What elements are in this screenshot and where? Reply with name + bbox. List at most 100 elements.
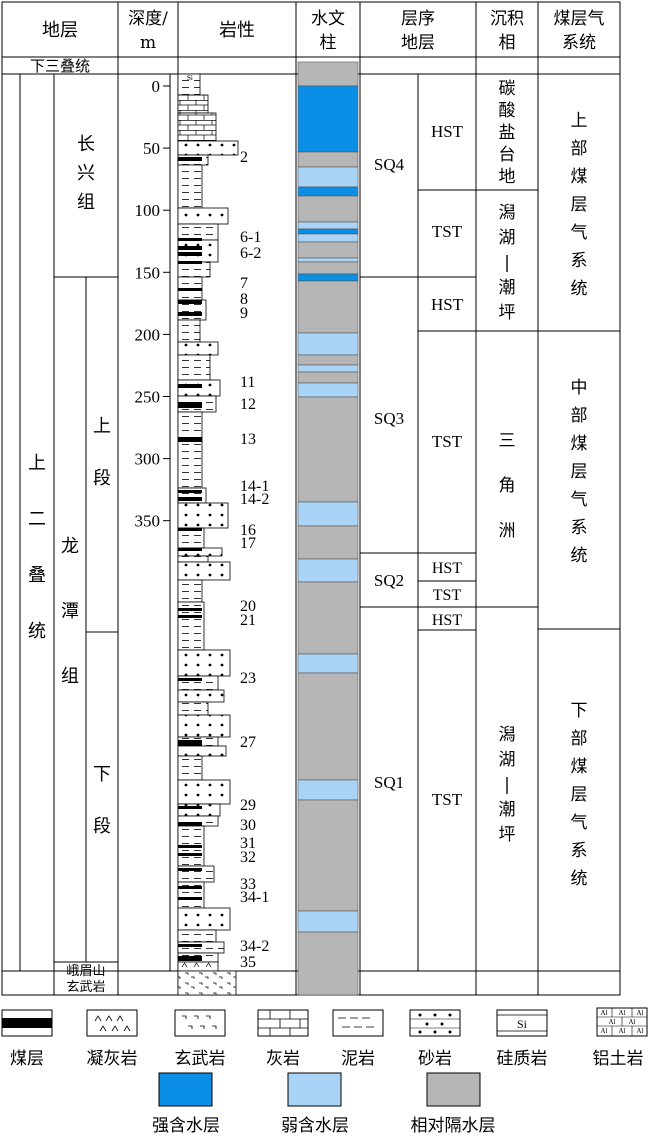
vertical-char: 下: [93, 764, 111, 785]
coal-seam-label: 11: [240, 374, 255, 391]
hydro-band-weak: [297, 382, 359, 398]
vertical-char: 潮: [499, 278, 516, 298]
vertical-char: 煤: [571, 434, 588, 454]
stratum-longtan: 龙潭组: [61, 536, 79, 687]
stratum-changxing: 长兴组: [77, 134, 95, 213]
vertical-char: |: [504, 253, 510, 273]
sequence-sq4-tst: TST: [432, 222, 463, 241]
lithology-band: [177, 555, 209, 563]
hydro-band-aquitard: [297, 799, 359, 912]
legend-coal: 煤层: [1, 1009, 53, 1069]
legend-bauxite-symbol-6: Al: [601, 1027, 608, 1035]
coal-seam-label: 35: [240, 954, 256, 971]
vertical-char: 盐: [499, 123, 516, 143]
hydro-band-aquitard: [297, 396, 359, 503]
coal-seam: [178, 886, 202, 889]
vertical-char: 下: [571, 701, 588, 721]
coal-seam: [178, 157, 202, 161]
lithology-band: [177, 239, 219, 263]
lithology-band: [177, 94, 209, 114]
coal-seam: [178, 238, 202, 241]
coal-seam: [178, 490, 202, 493]
legend-aquitard: 相对隔水层: [411, 1072, 496, 1136]
hydro-band-strong: [297, 228, 359, 235]
hydro-band-weak: [297, 779, 359, 801]
facies-lagoon-tidal-upper: 潟湖 | 潮坪: [499, 203, 516, 323]
coal-seam-label: 6-2: [240, 245, 261, 262]
coal-seam-label: 29: [240, 797, 256, 814]
legend-weak-label: 弱含水层: [281, 1116, 349, 1136]
vertical-char: 部: [571, 406, 588, 426]
sequence-sq2: SQ2: [374, 571, 404, 590]
vertical-char: 上: [28, 453, 46, 474]
coal-seam-label: 27: [240, 734, 256, 751]
coal-seam-label: 13: [240, 431, 256, 448]
legend-bauxite-symbol-5: Al: [629, 1018, 636, 1026]
vertical-char: 长: [77, 134, 95, 155]
coal-seam: [178, 497, 202, 501]
legend-limestone-label: 灰岩: [266, 1049, 300, 1069]
vertical-char: 中: [571, 378, 588, 398]
lithology-band: [177, 745, 227, 757]
lithology-band: [177, 319, 201, 343]
coal-seam: [178, 312, 202, 316]
coal-seam: [178, 402, 202, 408]
header-row: 地层 深度/ m 岩性 水文 柱 层序 地层 沉积 相 煤层气 系统: [42, 9, 605, 53]
hydro-band-weak: [297, 364, 359, 373]
hydro-band-strong: [297, 186, 359, 197]
lithology-band: [177, 411, 203, 441]
vertical-char: 气: [571, 813, 588, 833]
sequence-sq3: SQ3: [374, 409, 404, 428]
sequence-sq2-tst: TST: [433, 587, 462, 604]
vertical-char: 组: [77, 192, 95, 213]
header-sequence-1: 层序: [401, 9, 435, 29]
hydro-band-weak: [297, 233, 359, 243]
vertical-char: 酸: [499, 101, 516, 121]
coal-seam-label: 32: [240, 849, 256, 866]
legend-mudstone: 泥岩: [332, 1009, 384, 1069]
vertical-char: 部: [571, 729, 588, 749]
hydro-band-aquitard: [297, 931, 359, 996]
depth-tick-label: 100: [135, 201, 161, 220]
vertical-char: 碳: [499, 79, 516, 99]
hydro-band-aquitard: [297, 151, 359, 168]
coal-seam-label: 34-1: [240, 889, 269, 906]
coal-seam: [178, 384, 202, 388]
vertical-char: 叠: [28, 565, 46, 586]
header-gas-1: 煤层气: [554, 9, 605, 29]
legend-bauxite-symbol-1: Al: [601, 1009, 608, 1017]
legend-tuff-label: 凝灰岩: [87, 1049, 138, 1069]
legend: 煤层 凝灰岩 玄武岩 灰岩 泥岩 砂岩: [1, 1007, 648, 1136]
header-gas-2: 系统: [562, 33, 596, 53]
coal-seam: [178, 608, 202, 611]
vertical-char: 潮: [499, 800, 516, 820]
sequence-sq4: SQ4: [374, 155, 405, 174]
coal-seam-label: 6-1: [240, 229, 261, 246]
coal-seam-label: 14-2: [240, 491, 269, 508]
lithology-band: [177, 881, 205, 909]
lithology-band: [177, 803, 221, 817]
coal-seam-label: 31: [240, 835, 256, 852]
lithology-band: [177, 207, 229, 225]
sequence-sq3-hst: HST: [431, 295, 464, 314]
lithology-band: [177, 701, 209, 716]
lithology-band: [177, 961, 219, 972]
coal-seam-label: 16: [240, 522, 256, 539]
siliceous-symbol: Si: [187, 74, 193, 82]
hydro-band-aquitard: [297, 371, 359, 384]
lithology-band: [177, 907, 231, 931]
sequence-column: SQ4 SQ3 SQ2 SQ1 HST TST HST TST HST TST …: [360, 74, 476, 971]
sequence-sq2-hst: HST: [432, 560, 462, 577]
legend-strong-label: 强含水层: [152, 1116, 220, 1136]
facies-lagoon-tidal-lower: 潟湖 | 潮坪: [499, 725, 516, 845]
coal-seam: [178, 615, 202, 618]
coal-seam: [178, 528, 202, 531]
depth-axis: 0 50 100 150 200 250 300 350: [135, 74, 171, 971]
depth-tick-label: 300: [135, 450, 161, 469]
vertical-char: 气: [571, 490, 588, 510]
